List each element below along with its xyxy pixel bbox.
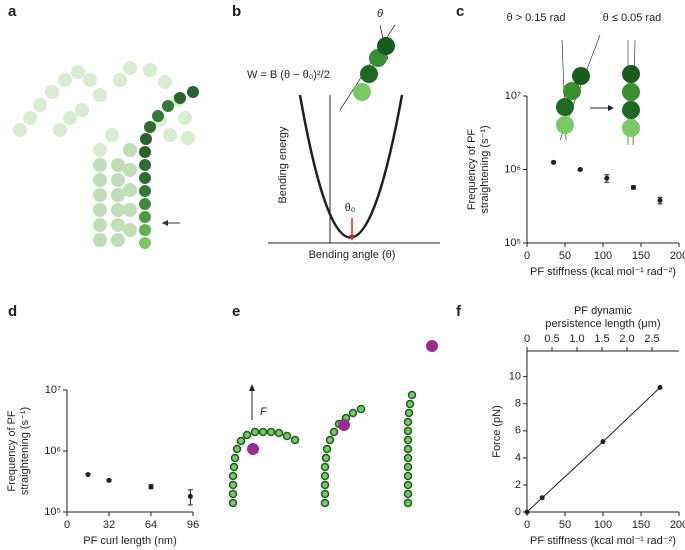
inset-label: θ > 0.15 rad xyxy=(506,12,565,24)
point xyxy=(85,472,91,478)
y-label: Bending energy xyxy=(277,126,289,204)
x-tick-label: 100 xyxy=(594,519,612,531)
y-tick-label: 0 xyxy=(515,506,521,518)
point xyxy=(600,439,606,445)
x-axis-label: PF stiffness (kcal mol⁻¹ rad⁻²) xyxy=(530,535,676,547)
y-axis-label: Frequency of PF xyxy=(6,410,18,492)
y-tick-label: 2 xyxy=(515,479,521,491)
y-tick-label: 8 xyxy=(515,398,521,410)
y-tick-label: 10⁵ xyxy=(44,506,61,518)
point xyxy=(551,159,557,165)
y-axis-label: straightening (s⁻¹) xyxy=(479,125,491,213)
y-axis-label: Frequency of PF xyxy=(466,129,478,211)
y-axis-label: straightening (s⁻¹) xyxy=(19,407,31,495)
y-tick-label: 4 xyxy=(515,452,521,464)
x2-tick-label: 2.5 xyxy=(644,333,659,345)
x-tick-label: 200 xyxy=(670,250,685,262)
line xyxy=(526,387,661,513)
x-tick-label: 200 xyxy=(670,519,685,531)
x2-axis-label: persistence length (μm) xyxy=(545,318,660,330)
inset-label: θ ≤ 0.05 rad xyxy=(603,12,662,24)
x-label: Bending angle (θ) xyxy=(309,249,396,261)
theta-label: θ xyxy=(377,8,383,20)
theta0-label: θ₀ xyxy=(345,202,356,214)
panel-label: c xyxy=(456,3,464,20)
point xyxy=(106,477,112,483)
x-tick-label: 150 xyxy=(632,519,650,531)
force-label: F xyxy=(260,406,268,418)
panel-label: b xyxy=(232,3,241,20)
force-illustration: F xyxy=(228,340,438,508)
x2-tick-label: 0 xyxy=(524,333,530,345)
point xyxy=(187,493,193,499)
x-tick-label: 50 xyxy=(559,519,571,531)
panel-label: f xyxy=(456,303,462,320)
inset-illustration: θ > 0.15 rad θ ≤ 0.05 rad xyxy=(506,12,662,146)
x2-axis-label: PF dynamic xyxy=(574,305,633,317)
x-tick-label: 150 xyxy=(632,250,650,262)
panel-label: e xyxy=(232,303,240,320)
point xyxy=(577,167,583,172)
panel-label: a xyxy=(8,3,17,20)
bending-energy-diagram: W = B (θ − θ₀)²/2 Bending energy Bending… xyxy=(247,8,440,261)
point xyxy=(148,484,154,490)
x-axis-label: PF stiffness (kcal mol⁻¹ rad⁻²) xyxy=(530,266,676,278)
x-tick-label: 32 xyxy=(103,519,115,531)
point xyxy=(604,175,610,181)
x2-tick-label: 0.5 xyxy=(544,333,559,345)
x2-tick-label: 2.0 xyxy=(619,333,634,345)
point xyxy=(524,509,530,515)
y-tick-label: 10⁶ xyxy=(44,445,61,457)
y-tick-label: 10⁶ xyxy=(504,163,521,175)
x-tick-label: 64 xyxy=(145,519,157,531)
y-tick-label: 10 xyxy=(509,371,521,383)
x-tick-label: 96 xyxy=(187,519,199,531)
point xyxy=(657,197,663,203)
panel-label: d xyxy=(8,303,17,320)
x-axis-label: PF curl length (nm) xyxy=(83,535,177,547)
y-tick-label: 6 xyxy=(515,425,521,437)
point xyxy=(630,184,636,190)
equation: W = B (θ − θ₀)²/2 xyxy=(247,69,330,81)
x-tick-label: 0 xyxy=(64,519,70,531)
x2-tick-label: 1.5 xyxy=(594,333,609,345)
x2-tick-label: 1.0 xyxy=(569,333,584,345)
y-tick-label: 10⁷ xyxy=(45,384,61,396)
protofilament-illustration xyxy=(13,61,199,249)
x-tick-label: 100 xyxy=(594,250,612,262)
point xyxy=(539,495,545,501)
point xyxy=(657,385,663,391)
x-tick-label: 0 xyxy=(524,519,530,531)
x-tick-label: 0 xyxy=(524,250,530,262)
x-tick-label: 50 xyxy=(559,250,571,262)
y-axis-label: Force (pN) xyxy=(491,405,503,458)
y-tick-label: 10⁵ xyxy=(504,237,521,249)
y-tick-label: 10⁷ xyxy=(505,90,521,102)
